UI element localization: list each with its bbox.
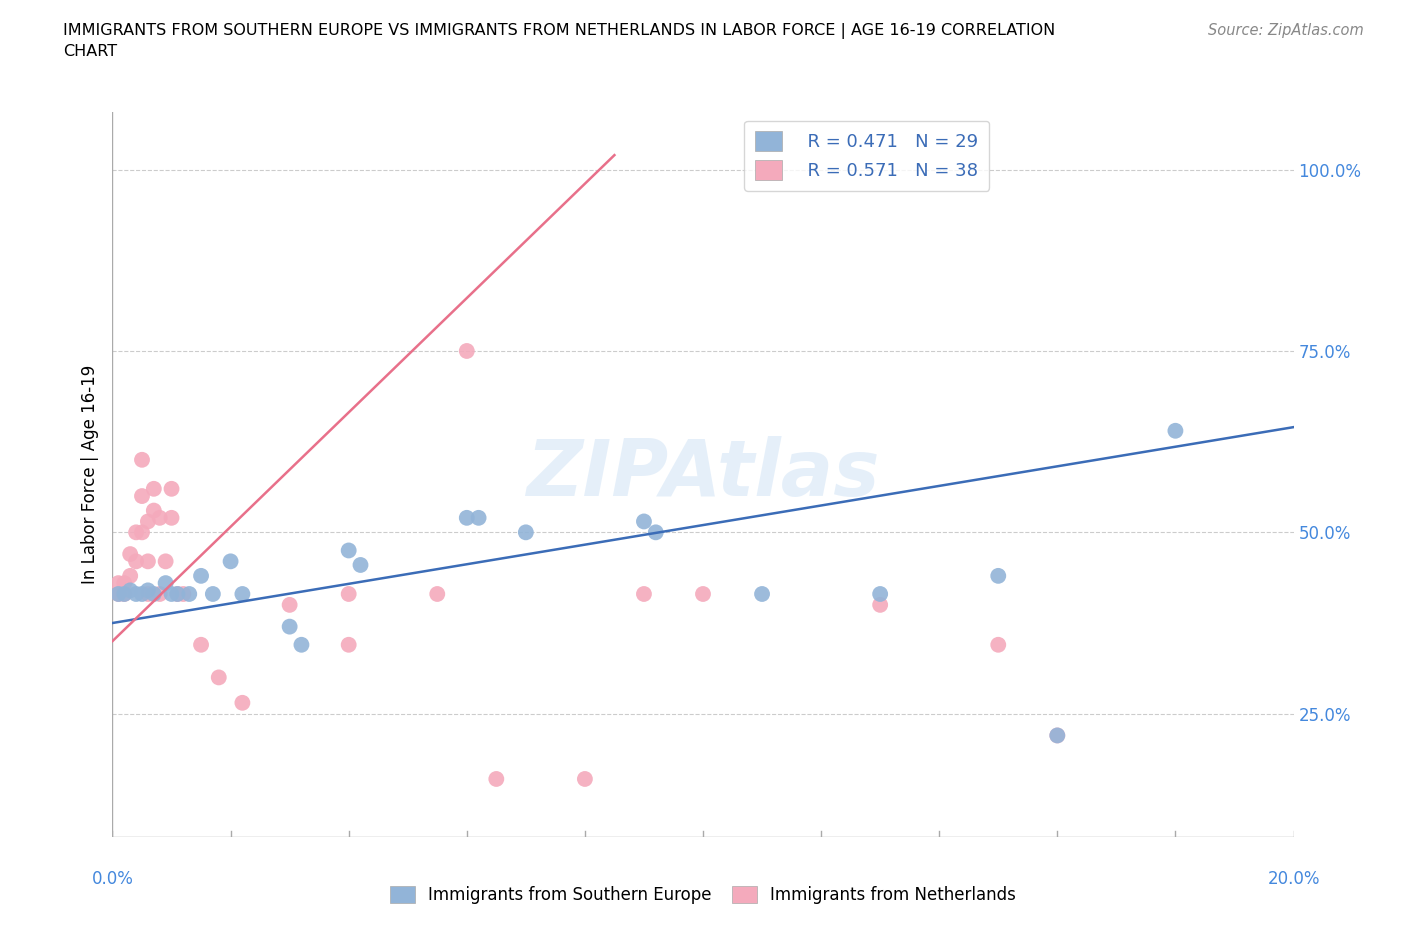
Point (337, 543, 360, 558)
Point (485, 772, 508, 787)
Point (155, 576, 177, 591)
Point (149, 587, 172, 602)
Point (136, 554, 159, 569)
Point (231, 587, 253, 602)
Point (644, 525, 666, 539)
Point (142, 482, 165, 497)
Point (149, 511, 172, 525)
Point (125, 525, 148, 539)
Point (120, 568, 142, 583)
Point (278, 597, 301, 612)
Point (155, 554, 177, 569)
Point (574, 772, 596, 787)
Point (1164, 423, 1187, 438)
Legend: Immigrants from Southern Europe, Immigrants from Netherlands: Immigrants from Southern Europe, Immigra… (384, 879, 1022, 910)
Point (131, 525, 153, 539)
Point (190, 568, 212, 583)
Point (179, 587, 201, 602)
Point (136, 587, 159, 602)
Point (107, 587, 129, 602)
Point (112, 587, 135, 602)
Point (125, 587, 148, 602)
Point (456, 511, 478, 525)
Point (107, 587, 129, 602)
Point (166, 587, 188, 602)
Point (290, 637, 312, 652)
Point (633, 587, 655, 602)
Point (208, 670, 231, 684)
Point (219, 554, 242, 569)
Point (231, 696, 253, 711)
Point (131, 488, 153, 503)
Point (201, 587, 224, 602)
Legend:   R = 0.471   N = 29,   R = 0.571   N = 38: R = 0.471 N = 29, R = 0.571 N = 38 (744, 121, 990, 191)
Point (112, 587, 135, 602)
Point (166, 587, 188, 602)
Point (1046, 728, 1069, 743)
Text: CHART: CHART (63, 44, 117, 59)
Point (136, 514, 159, 529)
Point (337, 637, 360, 652)
Text: ZIPAtlas: ZIPAtlas (526, 436, 880, 512)
Text: 20.0%: 20.0% (1267, 870, 1320, 888)
Text: IMMIGRANTS FROM SOUTHERN EUROPE VS IMMIGRANTS FROM NETHERLANDS IN LABOR FORCE | : IMMIGRANTS FROM SOUTHERN EUROPE VS IMMIG… (63, 23, 1056, 39)
Y-axis label: In Labor Force | Age 16-19: In Labor Force | Age 16-19 (82, 365, 100, 584)
Point (120, 547, 142, 562)
Point (120, 583, 142, 598)
Point (160, 511, 183, 525)
Point (190, 637, 212, 652)
Point (160, 482, 183, 497)
Point (987, 637, 1010, 652)
Point (131, 587, 153, 602)
Point (869, 597, 891, 612)
Point (160, 587, 183, 602)
Point (278, 619, 301, 634)
Point (869, 587, 891, 602)
Point (515, 525, 537, 539)
Point (751, 587, 773, 602)
Point (426, 587, 449, 602)
Point (142, 503, 165, 518)
Point (142, 587, 165, 602)
Text: 0.0%: 0.0% (91, 870, 134, 888)
Point (337, 587, 360, 602)
Point (456, 343, 478, 358)
Point (172, 587, 194, 602)
Point (633, 514, 655, 529)
Text: Source: ZipAtlas.com: Source: ZipAtlas.com (1208, 23, 1364, 38)
Point (467, 511, 489, 525)
Point (692, 587, 714, 602)
Point (125, 554, 148, 569)
Point (131, 452, 153, 467)
Point (107, 576, 129, 591)
Point (136, 583, 159, 598)
Point (112, 576, 135, 591)
Point (349, 558, 371, 573)
Point (987, 568, 1010, 583)
Point (1046, 728, 1069, 743)
